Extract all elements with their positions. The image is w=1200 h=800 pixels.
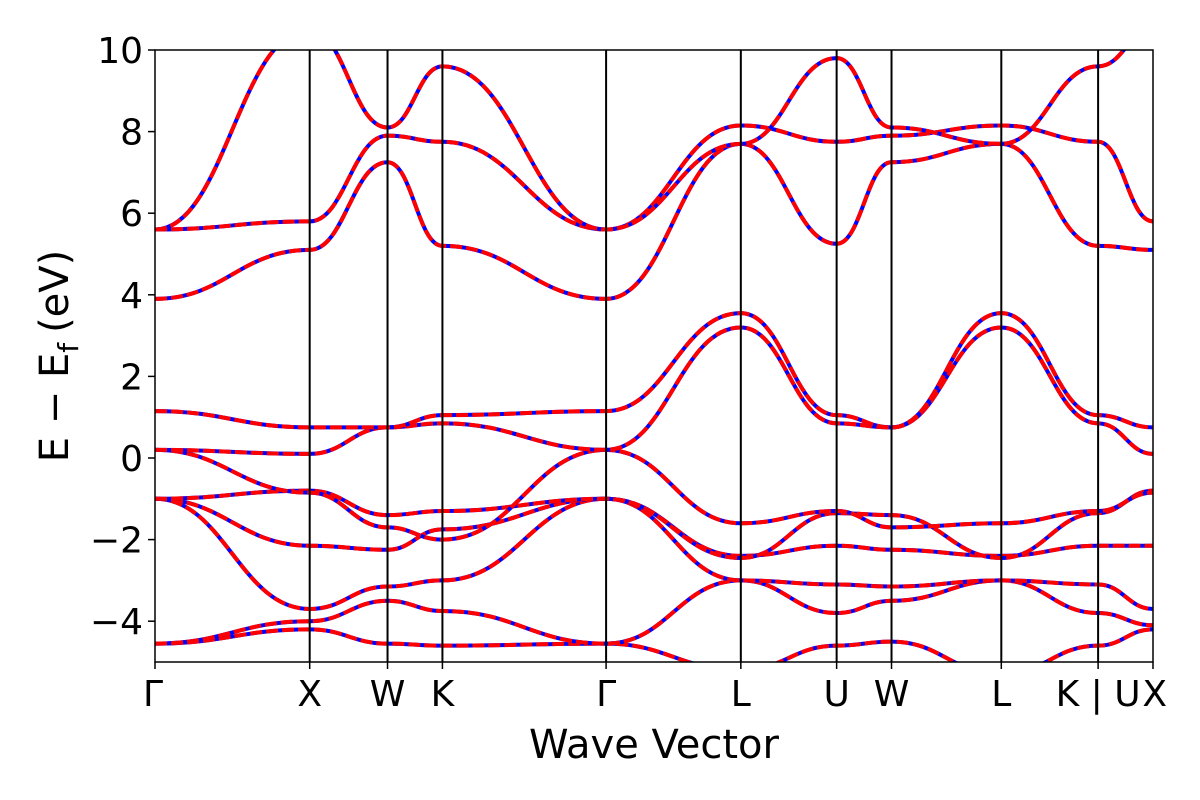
y-tick-label-1: −2 <box>90 521 143 562</box>
x-tick-label-3: K <box>431 674 456 715</box>
y-axis-label: E − Ef (eV) <box>32 250 85 463</box>
y-tick-label-6: 8 <box>120 113 143 154</box>
y-tick-label-3: 2 <box>120 357 143 398</box>
x-tick-label-1: X <box>297 674 322 715</box>
band-line-1-series-2 <box>155 578 1153 646</box>
x-tick-label-8: L <box>991 674 1011 715</box>
x-tick-label-10: X <box>1142 674 1167 715</box>
y-axis-label-subscript: f <box>52 342 85 353</box>
band-line-10-series-1 <box>155 50 1127 232</box>
x-tick-label-0: Γ <box>143 674 163 715</box>
plot-frame <box>154 49 1154 663</box>
band-line-10-series-2 <box>155 50 1127 232</box>
band-line-0-series-2 <box>155 627 1153 662</box>
band-line-3-series-1 <box>155 496 1153 558</box>
x-tick-label-5: L <box>731 674 751 715</box>
band-line-1-series-1 <box>155 578 1153 646</box>
kpoint-lines <box>308 50 1100 662</box>
x-tick-label-2: W <box>370 674 406 715</box>
band-line-7-series-1 <box>155 311 1153 430</box>
x-tick-label-4: Γ <box>596 674 616 715</box>
y-tick-label-4: 4 <box>120 276 143 317</box>
y-axis-label-unit: (eV) <box>32 250 78 333</box>
x-tick-label-9: K | U <box>1056 674 1141 715</box>
band-line-6-series-1 <box>155 325 1153 456</box>
x-tick-label-7: W <box>874 674 910 715</box>
y-tick-label-0: −4 <box>90 602 143 643</box>
band-line-5-series-2 <box>155 447 1153 542</box>
band-line-6-series-2 <box>155 325 1153 456</box>
band-line-7-series-2 <box>155 311 1153 430</box>
y-axis: −4 −2 0 2 4 6 8 10 <box>90 31 155 643</box>
y-tick-label-2: 0 <box>120 439 143 480</box>
x-axis-label: Wave Vector <box>529 722 780 768</box>
y-axis-label-main: E − E <box>32 353 78 463</box>
y-tick-label-7: 10 <box>97 31 143 72</box>
x-tick-label-6: U <box>823 674 849 715</box>
band-line-5-series-1 <box>155 447 1153 542</box>
bands-layer <box>155 50 1153 662</box>
y-tick-label-5: 6 <box>120 194 143 235</box>
band-line-9-series-2 <box>155 123 1153 232</box>
band-line-9-series-1 <box>155 123 1153 232</box>
band-line-4-series-2 <box>155 488 1153 560</box>
